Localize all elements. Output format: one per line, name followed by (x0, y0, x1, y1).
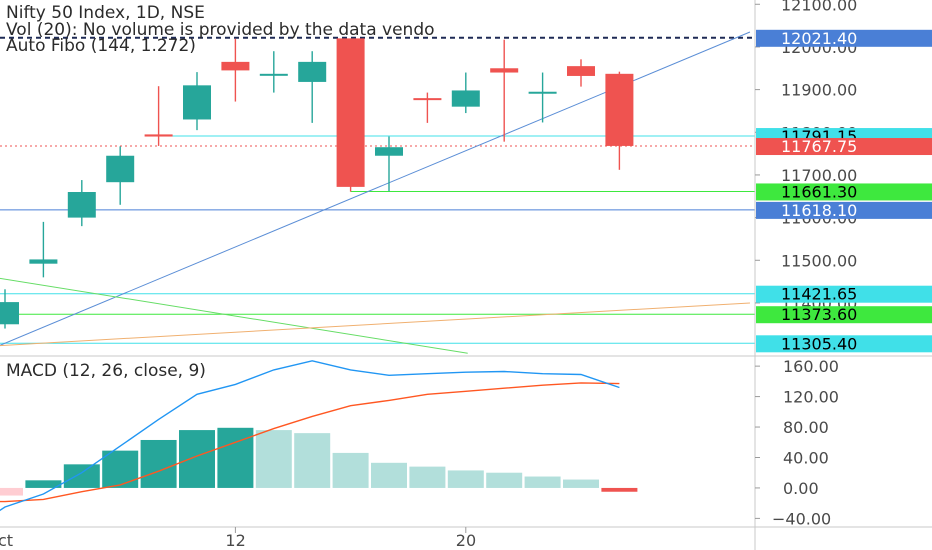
candle-body (528, 91, 557, 94)
macd-histogram-bar (601, 487, 638, 492)
candle-body (605, 73, 634, 146)
macd-histogram-bar (371, 462, 407, 488)
macd-histogram-bar (25, 480, 62, 488)
macd-histogram-bar (332, 452, 369, 488)
candle-body (183, 85, 211, 120)
macd-line (0, 360, 620, 512)
macd-histogram-bar (102, 450, 139, 488)
candle-body (144, 134, 173, 137)
macd-signal-line (0, 382, 620, 503)
time-tick-label: ct (0, 531, 13, 550)
macd-histogram-bar (294, 433, 331, 488)
macd-tick-label: 120.00 (783, 388, 839, 407)
price-tick-label: 11900.00 (781, 81, 857, 100)
macd-legend[interactable]: MACD (12, 26, close, 9) (6, 361, 206, 381)
candle-body (375, 147, 403, 156)
macd-histogram-bar (63, 464, 100, 488)
time-tick-label: 20 (456, 531, 476, 550)
trendline (0, 31, 751, 346)
price-level-badge (756, 335, 932, 353)
macd-histogram-bar (0, 487, 23, 496)
price-tick-label: 11700.00 (781, 166, 857, 185)
price-level-badge-label: 11421.65 (781, 285, 857, 304)
trendline (0, 302, 750, 347)
candle-body (336, 38, 365, 187)
trendline (0, 277, 468, 354)
price-level-badge (756, 138, 932, 156)
macd-histogram-bar (255, 430, 292, 488)
macd-histogram-bar (486, 472, 523, 488)
price-level-badge-label: 11618.10 (781, 201, 857, 220)
macd-tick-label: 80.00 (783, 418, 829, 437)
candle-body (0, 302, 19, 325)
macd-histogram-bar (179, 430, 215, 488)
price-level-badge-label: 12021.40 (781, 29, 857, 48)
price-level-badge-label: 11373.60 (781, 305, 857, 324)
price-level-badge (756, 183, 932, 201)
macd-tick-label: 160.00 (783, 357, 839, 376)
price-level-badge-label: 11767.75 (781, 137, 857, 156)
candle-body (413, 98, 442, 101)
price-level-badge (756, 306, 932, 324)
price-level-badge (756, 201, 932, 219)
macd-histogram-bar (524, 476, 561, 488)
macd-histogram-bar (217, 427, 254, 488)
candle-body (298, 61, 327, 82)
candle-body (29, 259, 58, 264)
price-badges-layer: 12021.4011791.1511767.7511661.3011618.10… (756, 29, 932, 353)
candle-body (221, 61, 250, 71)
macd-tick-label: 0.00 (783, 479, 819, 498)
price-level-badge-label: 11661.30 (781, 182, 857, 201)
macd-tick-label: 40.00 (783, 448, 829, 467)
candle-body (106, 155, 135, 183)
macd-histogram-bar (563, 479, 599, 488)
fibo-legend[interactable]: Auto Fibo (144, 1.272) (6, 36, 196, 56)
candle-body (67, 192, 96, 218)
price-tick-label: 11500.00 (781, 251, 857, 270)
macd-histogram-bar (447, 470, 484, 488)
symbol-legend[interactable]: Nifty 50 Index, 1D, NSE (6, 3, 205, 23)
price-tick-label: 12100.00 (781, 0, 857, 14)
candle-body (451, 90, 480, 107)
candle-body (490, 68, 519, 73)
candle-body (259, 73, 288, 76)
macd-tick-label: −40.00 (772, 509, 831, 528)
macd-layer (0, 360, 638, 512)
price-level-badge (756, 29, 932, 47)
macd-histogram-bar (409, 466, 446, 488)
price-level-badge (756, 285, 932, 303)
macd-histogram-bar (140, 439, 177, 488)
time-tick-label: 12 (225, 531, 245, 550)
candle-body (567, 66, 595, 76)
volume-legend[interactable]: Vol (20): No volume is provided by the d… (6, 20, 435, 40)
candles-layer (0, 38, 634, 329)
price-level-badge-label: 11305.40 (781, 334, 857, 353)
